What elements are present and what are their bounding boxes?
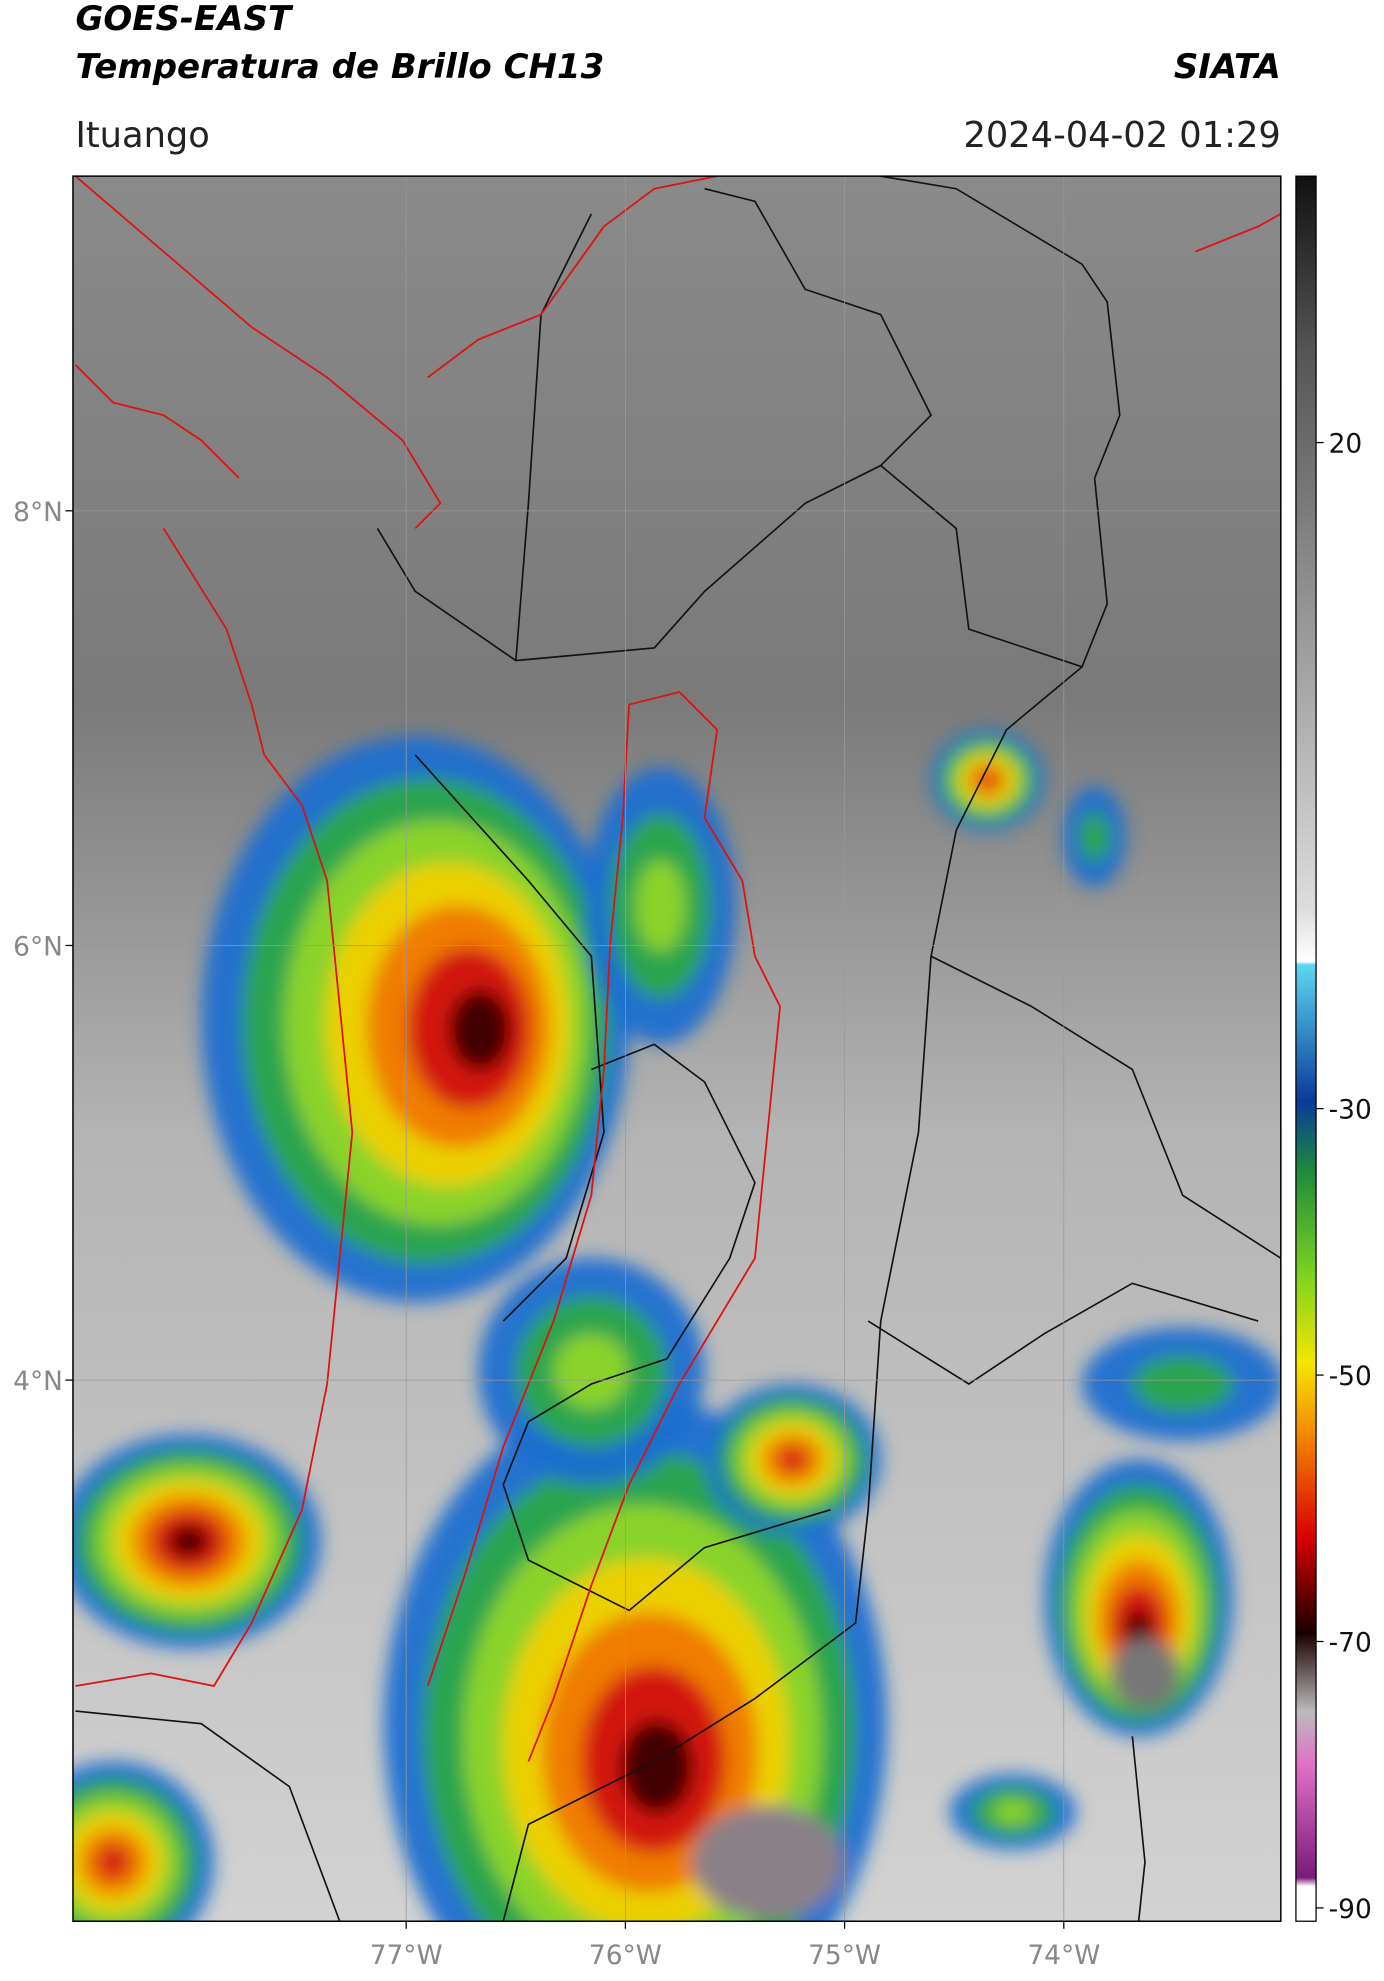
subtitle: Temperatura de Brillo CH13 — [75, 47, 604, 87]
cloud-layer — [169, 1525, 208, 1557]
cloud-layer — [635, 859, 686, 953]
map-frame — [72, 175, 1282, 1922]
title: GOES-EAST — [75, 0, 293, 39]
cloud-layer — [449, 989, 511, 1071]
x-tick-label: 76°W — [589, 1940, 662, 1971]
y-tick-label: 8°N — [13, 497, 63, 528]
cloud-core — [692, 1805, 843, 1919]
cloud-layer — [777, 1446, 808, 1473]
colorbar-tick-label: 20 — [1329, 429, 1363, 460]
colorbar-tick-label: -90 — [1329, 1894, 1372, 1925]
datetime: 2024-04-02 01:29 — [963, 115, 1280, 156]
cloud-core — [1109, 1638, 1181, 1709]
cloud-layer — [991, 1799, 1034, 1825]
cloud-layer — [553, 1333, 630, 1410]
graticule — [72, 176, 1281, 1922]
x-tick-label: 75°W — [808, 1940, 881, 1971]
x-tick-label: 74°W — [1027, 1940, 1100, 1971]
brand: SIATA — [1174, 47, 1281, 87]
y-tick-label: 6°N — [13, 932, 63, 963]
coastline — [74, 176, 1281, 1762]
x-tick-label: 77°W — [370, 1940, 443, 1971]
cloud-layer — [621, 1720, 693, 1814]
colorbar — [1295, 175, 1317, 1922]
borders — [75, 176, 1281, 1922]
y-tick-label: 4°N — [13, 1366, 63, 1397]
cloud-tops — [72, 729, 1281, 1922]
map-image — [72, 176, 1281, 1922]
colorbar-tick-label: -30 — [1329, 1095, 1372, 1126]
cloud-layer — [96, 1845, 131, 1879]
cloud-layer — [1132, 1355, 1234, 1413]
colorbar-tick-label: -50 — [1329, 1361, 1372, 1392]
location: Ituango — [75, 115, 209, 156]
cloud-layer — [1078, 811, 1111, 862]
colorbar-tick-label: -70 — [1329, 1628, 1372, 1659]
